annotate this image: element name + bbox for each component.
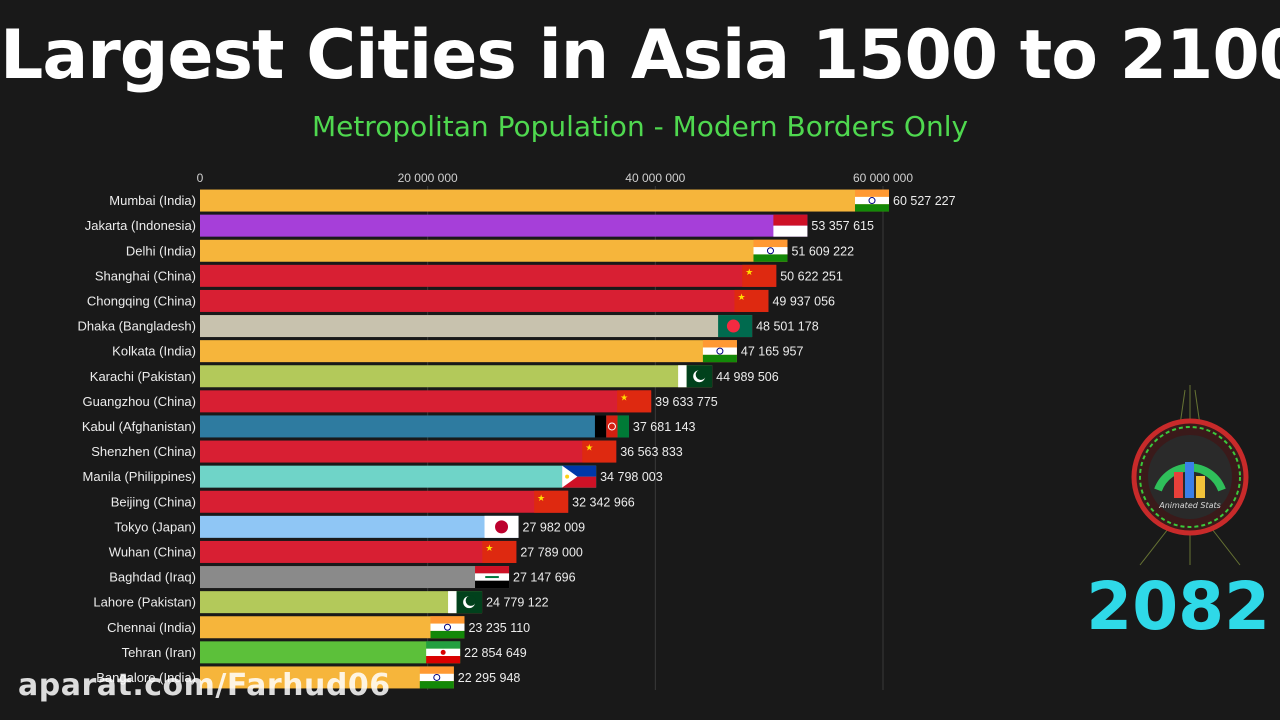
city-label: Bangalore (India) <box>96 670 196 685</box>
value-label: 27 982 009 <box>523 520 586 534</box>
value-label: 44 989 506 <box>716 370 779 384</box>
china-flag-icon: ★ <box>482 540 517 563</box>
city-label: Delhi (India) <box>126 243 196 258</box>
city-label: Guangzhou (China) <box>83 394 196 409</box>
bar <box>200 440 617 463</box>
bar <box>200 591 483 614</box>
bar <box>200 490 569 513</box>
bar <box>200 189 889 212</box>
bar <box>200 641 461 664</box>
bar <box>200 390 652 413</box>
value-label: 47 165 957 <box>741 345 804 359</box>
bar <box>200 540 517 563</box>
chart-subtitle: Metropolitan Population - Modern Borders… <box>311 110 969 143</box>
value-label: 39 633 775 <box>655 395 718 409</box>
value-label: 53 357 615 <box>811 219 874 233</box>
animated-stats-logo: Animated Stats <box>1130 380 1250 575</box>
city-label: Chongqing (China) <box>87 293 196 308</box>
china-flag-icon: ★ <box>617 390 652 413</box>
city-label: Wuhan (China) <box>109 544 196 559</box>
value-label: 37 681 143 <box>633 420 696 434</box>
india-flag-icon <box>419 666 454 689</box>
city-label: Karachi (Pakistan) <box>90 369 196 384</box>
svg-text:★: ★ <box>745 268 753 278</box>
iraq-flag-icon <box>475 566 510 589</box>
city-label: Kolkata (India) <box>112 344 196 359</box>
bar <box>200 340 737 363</box>
city-label: Jakarta (Indonesia) <box>85 218 196 233</box>
value-label: 27 147 696 <box>513 571 576 585</box>
bar <box>200 415 629 438</box>
bar <box>200 315 753 338</box>
value-label: 32 342 966 <box>572 495 635 509</box>
city-label: Mumbai (India) <box>109 193 196 208</box>
value-label: 22 854 649 <box>464 646 527 660</box>
value-label: 24 779 122 <box>486 596 549 610</box>
india-flag-icon <box>702 340 737 363</box>
bar <box>200 465 597 488</box>
watermark: aparat.com/Farhud06 <box>18 668 391 703</box>
bar <box>200 365 713 388</box>
bar <box>200 666 454 689</box>
city-label: Lahore (Pakistan) <box>93 595 196 610</box>
city-label: Chennai (India) <box>107 620 196 635</box>
x-tick-label: 40 000 000 <box>625 171 685 185</box>
china-flag-icon: ★ <box>734 289 769 312</box>
bar <box>200 515 519 538</box>
india-flag-icon <box>753 239 788 262</box>
value-label: 48 501 178 <box>756 320 819 334</box>
x-tick-label: 0 <box>197 171 204 185</box>
indonesia-flag-icon <box>773 214 808 237</box>
value-label: 36 563 833 <box>620 445 683 459</box>
city-label: Dhaka (Bangladesh) <box>77 319 196 334</box>
svg-text:★: ★ <box>485 544 493 554</box>
svg-text:★: ★ <box>620 393 628 403</box>
svg-text:★: ★ <box>537 494 545 504</box>
value-label: 49 937 056 <box>772 294 835 308</box>
afghanistan-flag-icon <box>594 415 629 438</box>
value-label: 34 798 003 <box>600 470 663 484</box>
chart-title: Largest Cities in Asia 1500 to 2100 <box>0 16 1280 95</box>
india-flag-icon <box>430 616 465 639</box>
bar <box>200 239 788 262</box>
city-label: Manila (Philippines) <box>83 469 196 484</box>
pakistan-flag-icon <box>448 591 483 614</box>
philippines-flag-icon <box>562 465 597 488</box>
year-counter: 2082 <box>1086 568 1270 645</box>
value-label: 60 527 227 <box>893 194 956 208</box>
bar <box>200 264 777 287</box>
india-flag-icon <box>855 189 889 212</box>
japan-flag-icon <box>484 515 519 538</box>
bar <box>200 289 769 312</box>
china-flag-icon: ★ <box>742 264 777 287</box>
x-tick-label: 60 000 000 <box>853 171 913 185</box>
bangladesh-flag-icon <box>718 315 753 338</box>
bar <box>200 616 465 639</box>
bar <box>200 214 808 237</box>
iran-flag-icon <box>426 641 461 664</box>
city-label: Shanghai (China) <box>95 268 196 283</box>
china-flag-icon: ★ <box>534 490 569 513</box>
city-label: Baghdad (Iraq) <box>109 570 196 585</box>
city-label: Tokyo (Japan) <box>114 519 196 534</box>
pakistan-flag-icon <box>678 365 713 388</box>
value-label: 23 235 110 <box>468 621 530 635</box>
bar <box>200 566 510 589</box>
city-label: Tehran (Iran) <box>122 645 196 660</box>
value-label: 22 295 948 <box>458 671 521 685</box>
logo-text: Animated Stats <box>1158 501 1221 510</box>
value-label: 27 789 000 <box>520 545 583 559</box>
x-tick-label: 20 000 000 <box>398 171 458 185</box>
value-label: 50 622 251 <box>780 269 843 283</box>
value-label: 51 609 222 <box>791 244 854 258</box>
city-label: Beijing (China) <box>111 494 196 509</box>
city-label: Shenzhen (China) <box>91 444 196 459</box>
city-label: Kabul (Afghanistan) <box>82 419 196 434</box>
china-flag-icon: ★ <box>582 440 617 463</box>
svg-text:★: ★ <box>585 444 593 454</box>
svg-text:★: ★ <box>737 293 745 303</box>
